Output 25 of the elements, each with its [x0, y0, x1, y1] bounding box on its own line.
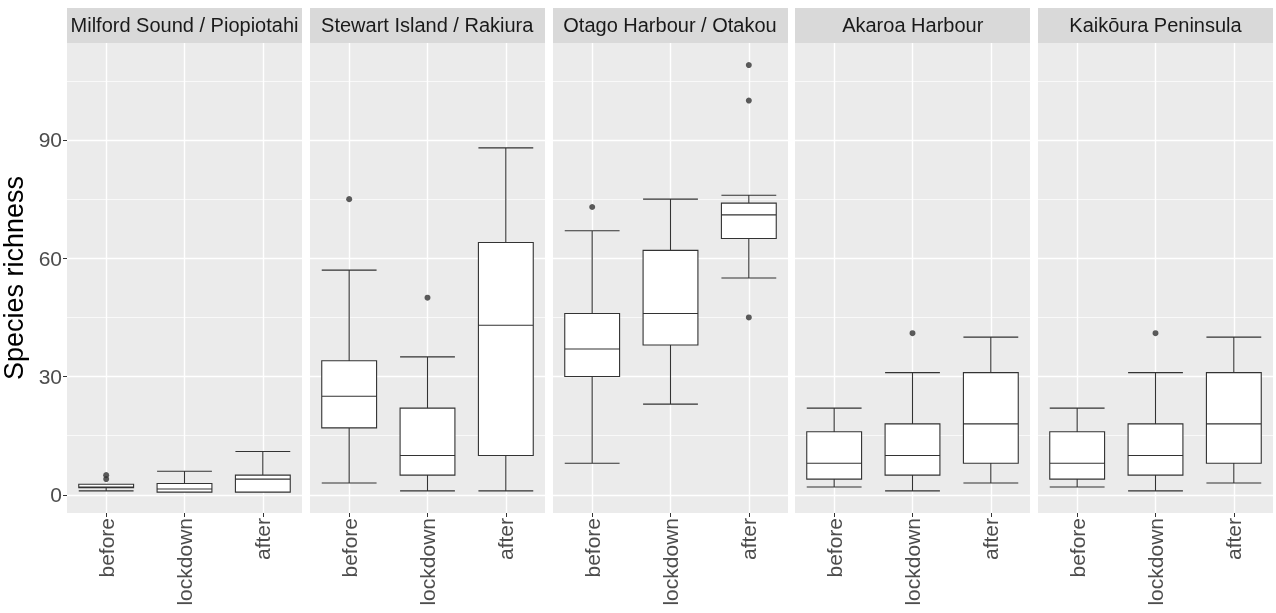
x-tick-label: after	[251, 518, 275, 561]
chart-title: Milford Sound / Piopiotahi	[67, 8, 302, 43]
y-tick-label: 0	[50, 483, 62, 507]
x-tick-label: before	[337, 518, 361, 578]
y-tick-label: 60	[38, 246, 62, 270]
x-tick-label: lockdown	[901, 518, 925, 606]
x-tick-label: lockdown	[658, 518, 682, 606]
x-tick-label: after	[494, 518, 518, 561]
chart-title: Akaroa Harbour	[795, 8, 1031, 43]
x-tick-label: after	[1222, 518, 1246, 561]
y-axis-title: Species richness	[0, 175, 30, 381]
x-tick-label: before	[94, 518, 118, 578]
y-tick-label: 90	[38, 128, 62, 152]
chart-title: Kaikōura Peninsula	[1038, 8, 1273, 43]
chart-title: Stewart Island / Rakiura	[309, 8, 545, 43]
x-tick-label: lockdown	[1144, 518, 1167, 606]
x-tick-label: before	[822, 518, 846, 578]
x-tick-label: after	[979, 518, 1003, 561]
chart-title: Otago Harbour / Otakou	[552, 8, 788, 43]
x-tick-label: after	[736, 518, 760, 561]
y-tick-label: 30	[38, 365, 62, 389]
x-tick-label: lockdown	[415, 518, 439, 606]
x-tick-label: before	[580, 518, 604, 578]
x-tick-label: lockdown	[173, 518, 196, 606]
x-tick-label: before	[1065, 518, 1089, 578]
